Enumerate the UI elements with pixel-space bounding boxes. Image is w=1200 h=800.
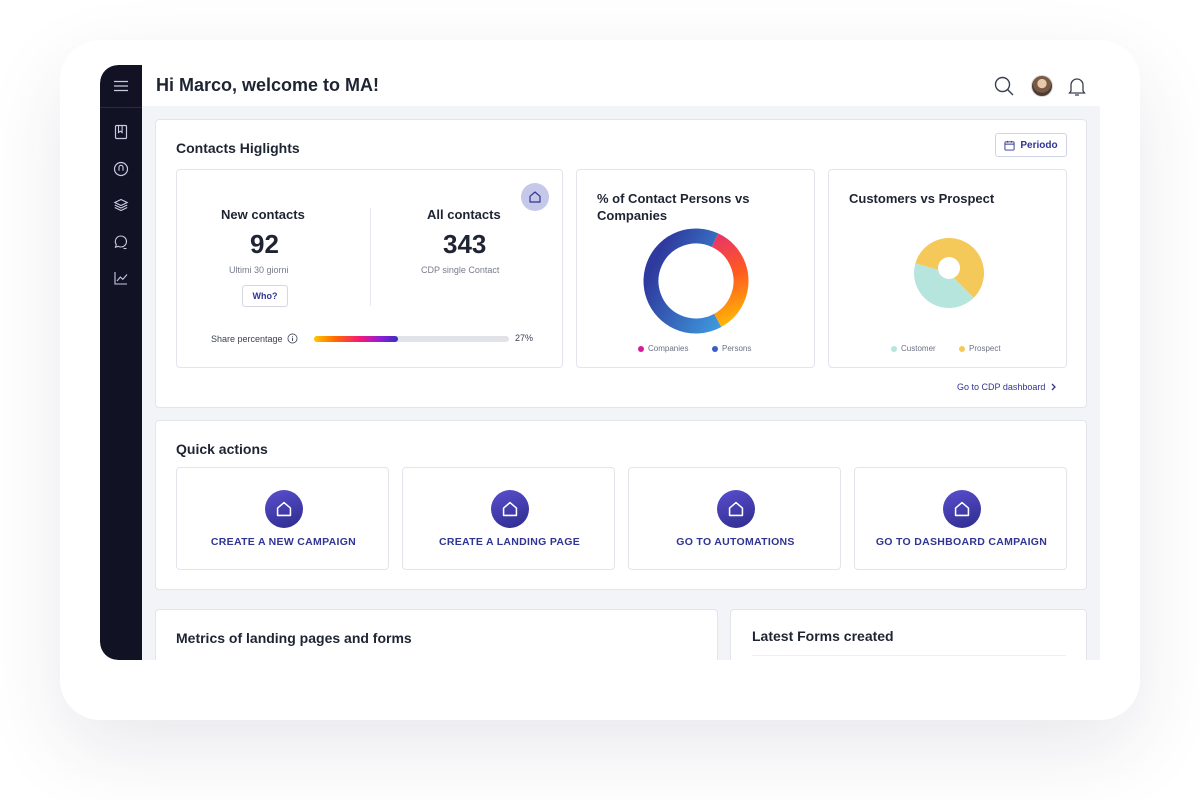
share-progress-fill bbox=[314, 336, 398, 342]
donut-chart bbox=[643, 228, 749, 334]
go-to-dashboard-campaign-label: GO TO DASHBOARD CAMPAIGN bbox=[875, 536, 1048, 548]
persons-vs-companies-panel: % of Contact Persons vs Companies Compan… bbox=[576, 169, 815, 368]
search-icon[interactable] bbox=[992, 74, 1016, 98]
who-button[interactable]: Who? bbox=[242, 285, 288, 307]
quick-actions-card: Quick actions CREATE A NEW CAMPAIGN CREA… bbox=[155, 420, 1087, 590]
legend-prospect: Prospect bbox=[959, 344, 1001, 353]
bell-icon[interactable] bbox=[1065, 74, 1089, 98]
legend-persons: Persons bbox=[712, 344, 751, 353]
home-icon bbox=[491, 490, 529, 528]
user-circle-icon[interactable] bbox=[111, 159, 131, 179]
home-icon bbox=[265, 490, 303, 528]
go-to-automations-label: GO TO AUTOMATIONS bbox=[676, 536, 795, 548]
go-to-automations-button[interactable]: GO TO AUTOMATIONS bbox=[628, 467, 841, 570]
legend-label-customer: Customer bbox=[901, 344, 936, 353]
page-title: Hi Marco, welcome to MA! bbox=[156, 75, 380, 95]
new-contacts-value: 92 bbox=[250, 229, 279, 259]
sidebar-divider bbox=[100, 107, 142, 108]
chart-title-persons-companies: % of Contact Persons vs Companies bbox=[597, 191, 750, 223]
new-contacts-label: New contacts bbox=[221, 207, 305, 222]
share-percentage-label: Share percentage bbox=[211, 333, 298, 344]
go-to-dashboard-campaign-button[interactable]: GO TO DASHBOARD CAMPAIGN bbox=[854, 467, 1067, 570]
info-icon[interactable] bbox=[287, 333, 298, 344]
legend-companies: Companies bbox=[638, 344, 688, 353]
pie-slice-customer bbox=[914, 263, 974, 308]
create-campaign-label: CREATE A NEW CAMPAIGN bbox=[210, 536, 357, 548]
contacts-highlights-card: Contacts Higlights Periodo New contacts … bbox=[155, 119, 1087, 408]
layers-icon[interactable] bbox=[111, 195, 131, 215]
legend-dot-companies bbox=[638, 345, 644, 352]
legend-dot-prospect bbox=[959, 345, 965, 352]
share-label-text: Share percentage bbox=[211, 333, 283, 344]
latest-forms-card: Latest Forms created bbox=[730, 609, 1087, 660]
cdp-dashboard-link[interactable]: Go to CDP dashboard bbox=[957, 382, 1057, 392]
stats-divider bbox=[370, 208, 371, 306]
all-contacts-sub: CDP single Contact bbox=[421, 265, 500, 275]
pie-chart bbox=[914, 238, 984, 308]
all-contacts-label: All contacts bbox=[427, 207, 501, 222]
share-percentage-value: 27% bbox=[515, 333, 534, 343]
contacts-title: Contacts Higlights bbox=[176, 140, 300, 156]
chart-title-customers-prospect: Customers vs Prospect bbox=[849, 191, 995, 206]
donut-slice-companies bbox=[643, 228, 749, 334]
calendar-icon bbox=[1004, 140, 1015, 151]
legend-label-prospect: Prospect bbox=[969, 344, 1001, 353]
all-contacts-value: 343 bbox=[443, 229, 487, 259]
home-icon bbox=[717, 490, 755, 528]
periodo-button[interactable]: Periodo bbox=[995, 133, 1067, 157]
create-landing-page-button[interactable]: CREATE A LANDING PAGE bbox=[402, 467, 615, 570]
cdp-link-label: Go to CDP dashboard bbox=[957, 382, 1046, 392]
chat-icon[interactable] bbox=[111, 232, 131, 252]
share-progress-bar bbox=[314, 336, 509, 342]
forms-divider bbox=[752, 655, 1066, 656]
book-icon[interactable] bbox=[111, 122, 131, 142]
chevron-right-icon bbox=[1051, 383, 1057, 391]
legend-customer: Customer bbox=[891, 344, 936, 353]
menu-icon[interactable] bbox=[111, 76, 131, 96]
home-icon bbox=[943, 490, 981, 528]
new-contacts-sub: Ultimi 30 giorni bbox=[229, 265, 289, 275]
latest-forms-title: Latest Forms created bbox=[752, 628, 894, 644]
metrics-card: Metrics of landing pages and forms bbox=[155, 609, 718, 660]
pie-center bbox=[938, 257, 960, 279]
sidebar bbox=[100, 65, 142, 660]
legend-label-companies: Companies bbox=[648, 344, 689, 353]
legend-dot-persons bbox=[712, 345, 718, 352]
periodo-label: Periodo bbox=[1020, 139, 1058, 151]
home-icon bbox=[529, 191, 541, 203]
customers-vs-prospect-panel: Customers vs Prospect Customer Prospect bbox=[828, 169, 1067, 368]
avatar[interactable] bbox=[1031, 75, 1053, 97]
app-window: Hi Marco, welcome to MA! Contacts Higlig… bbox=[100, 65, 1100, 660]
create-landing-page-label: CREATE A LANDING PAGE bbox=[438, 536, 581, 548]
contacts-stats-panel: New contacts 92 Ultimi 30 giorni Who? Al… bbox=[176, 169, 563, 368]
create-campaign-button[interactable]: CREATE A NEW CAMPAIGN bbox=[176, 467, 389, 570]
home-badge[interactable] bbox=[521, 183, 549, 211]
quick-actions-title: Quick actions bbox=[176, 441, 268, 457]
metrics-title: Metrics of landing pages and forms bbox=[176, 630, 412, 646]
chart-icon[interactable] bbox=[111, 268, 131, 288]
legend-label-persons: Persons bbox=[722, 344, 752, 353]
legend-dot-customer bbox=[891, 345, 897, 352]
top-bar: Hi Marco, welcome to MA! bbox=[142, 65, 1100, 106]
